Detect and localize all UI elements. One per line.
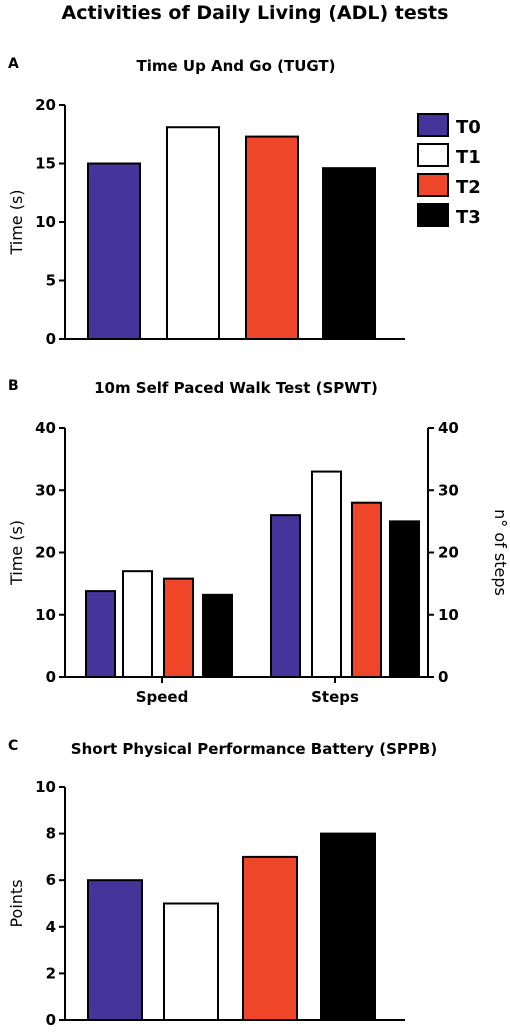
panel-b-y2-axis-label: n° of steps [491, 509, 510, 596]
bar-b-steps-t2 [351, 501, 382, 679]
panel-letter-a: A [8, 56, 19, 72]
bar-b-speed-t2 [163, 577, 194, 679]
panel-c-y-tick-label: 10 [35, 778, 56, 796]
panel-letter-c: C [8, 738, 19, 754]
bar-a-t0 [87, 162, 141, 340]
panel-b-y-axis-label: Time (s) [7, 520, 26, 586]
panel-b-y-tick-label: 40 [35, 419, 56, 437]
panel-a-y-axis-label: Time (s) [7, 189, 26, 255]
bar-b-steps-t1 [311, 470, 342, 679]
bar-c-t3 [320, 832, 376, 1021]
legend-swatch-t0 [417, 113, 449, 137]
panel-a-y-tick-label: 15 [35, 155, 56, 173]
bar-b-steps-t3 [389, 520, 420, 678]
legend-swatch-t3 [417, 203, 449, 227]
panel-a-y-tick-label: 20 [35, 96, 56, 114]
legend-label-t2: T2 [456, 177, 481, 198]
panel-a-y-tick-label: 10 [35, 213, 56, 231]
panel-c-y-axis-label: Points [7, 879, 26, 927]
bar-a-t2 [245, 135, 299, 340]
panel-c-y-tick-label: 2 [46, 964, 56, 982]
bar-b-steps-t0 [270, 514, 301, 679]
bar-c-t0 [87, 879, 143, 1022]
panel-b-y2-tick-label: 20 [438, 544, 459, 562]
panel-c-y-tick-label: 6 [46, 871, 56, 889]
bar-a-t1 [166, 126, 220, 341]
bar-a-t3 [322, 167, 376, 340]
panel-b-y-tick-label: 30 [35, 481, 56, 499]
panel-b-y-tick-label: 20 [35, 544, 56, 562]
bar-c-t1 [163, 902, 219, 1021]
panel-b-y2-tick-label: 10 [438, 606, 459, 624]
panel-letter-b: B [8, 378, 19, 394]
bar-b-speed-t1 [122, 570, 153, 678]
panel-c-title: Short Physical Performance Battery (SPPB… [71, 740, 437, 758]
panel-b-y2-tick-label: 0 [438, 668, 448, 686]
legend-label-t3: T3 [456, 207, 481, 228]
panel-a-title: Time Up And Go (TUGT) [136, 57, 335, 75]
panel-c-y-tick-label: 0 [46, 1011, 56, 1029]
legend-label-t1: T1 [456, 147, 481, 168]
panel-b-y-tick-label: 10 [35, 606, 56, 624]
panel-a-y-tick-label: 0 [46, 330, 56, 348]
panel-b-title: 10m Self Paced Walk Test (SPWT) [94, 379, 378, 397]
bar-c-t2 [242, 855, 298, 1022]
figure-title: Activities of Daily Living (ADL) tests [61, 2, 449, 24]
legend-swatch-t2 [417, 173, 449, 197]
panel-b-category-label: Steps [311, 688, 359, 706]
panel-b-y2-tick-label: 40 [438, 419, 459, 437]
panel-b-y2-tick-label: 30 [438, 481, 459, 499]
legend-swatch-t1 [417, 143, 449, 167]
bar-b-speed-t3 [202, 593, 233, 679]
legend-label-t0: T0 [456, 117, 481, 138]
panel-b-category-label: Speed [136, 688, 189, 706]
panel-b-y-tick-label: 0 [46, 668, 56, 686]
panel-c-y-tick-label: 4 [46, 918, 56, 936]
panel-a-y-tick-label: 5 [46, 272, 56, 290]
panel-c-y-tick-label: 8 [46, 825, 56, 843]
bar-b-speed-t0 [85, 590, 116, 678]
